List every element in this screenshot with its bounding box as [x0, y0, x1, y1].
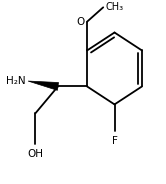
Polygon shape — [28, 81, 59, 90]
Text: OH: OH — [27, 149, 43, 159]
Text: H₂N: H₂N — [6, 76, 26, 86]
Text: O: O — [76, 17, 85, 27]
Text: CH₃: CH₃ — [106, 2, 124, 12]
Text: F: F — [112, 136, 118, 146]
